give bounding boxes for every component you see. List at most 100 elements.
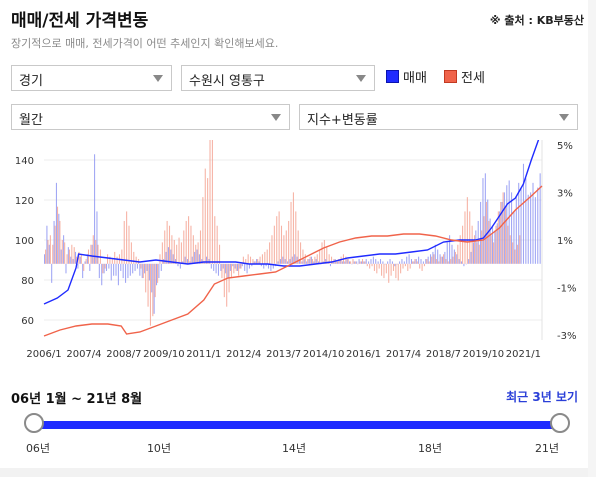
bar-sale-change: [122, 263, 124, 279]
recent-3-years-button[interactable]: 최근 3년 보기: [506, 390, 578, 404]
bar-sale-change: [215, 263, 217, 274]
legend-item-jeonse[interactable]: 전세: [444, 67, 485, 86]
bar-jeonse-change: [402, 263, 404, 269]
bar-jeonse-change: [245, 259, 247, 264]
bar-sale-change: [368, 261, 370, 264]
bar-jeonse-change: [416, 261, 418, 264]
bar-sale-change: [513, 211, 515, 264]
bar-jeonse-change: [297, 230, 299, 264]
bar-sale-change: [489, 218, 491, 264]
bar-sale-change: [60, 249, 62, 264]
bar-jeonse-change: [142, 263, 144, 279]
bar-jeonse-change: [192, 235, 194, 264]
bar-jeonse-change: [95, 240, 97, 264]
bar-jeonse-change: [87, 249, 90, 264]
page-title: 매매/전세 가격변동: [11, 11, 149, 31]
bar-sale-change: [186, 259, 189, 264]
bar-jeonse-change: [216, 225, 218, 264]
period-select[interactable]: 월간: [11, 104, 290, 130]
bar-jeonse-change: [454, 251, 456, 264]
bar-jeonse-change: [512, 242, 514, 264]
bar-sale-change: [458, 259, 460, 264]
x-tick-label: 2019/10: [463, 349, 505, 360]
bar-jeonse-change: [338, 259, 340, 264]
bar-sale-change: [91, 244, 93, 264]
bar-sale-change: [470, 251, 472, 264]
bar-sale-change: [55, 182, 57, 264]
bar-jeonse-change: [388, 263, 390, 283]
x-tick-label: 2006/1: [26, 349, 61, 360]
bar-sale-change: [58, 213, 60, 264]
bar-sale-change: [65, 263, 67, 274]
bar-jeonse-change: [471, 225, 473, 264]
bar-jeonse-change: [385, 263, 387, 274]
bar-jeonse-change: [45, 249, 47, 264]
bar-sale-change: [308, 259, 310, 264]
bar-jeonse-change: [278, 211, 280, 264]
bar-jeonse-change: [266, 249, 268, 264]
bar-sale-change: [153, 263, 155, 314]
bar-sale-change: [105, 263, 108, 271]
bar-sale-change: [389, 259, 391, 264]
bar-jeonse-change: [500, 201, 502, 264]
bar-sale-change: [146, 263, 148, 271]
bar-sale-change: [101, 263, 103, 286]
bar-jeonse-change: [252, 259, 254, 264]
bar-jeonse-change: [226, 263, 228, 307]
mode-select[interactable]: 지수+변동률: [299, 104, 578, 130]
bar-sale-change: [294, 254, 296, 264]
bar-jeonse-change: [180, 242, 182, 264]
range-slider-track[interactable]: [34, 421, 560, 429]
bar-jeonse-change: [359, 261, 361, 264]
bar-jeonse-change: [347, 259, 349, 264]
district-select[interactable]: 수원시 영통구: [181, 65, 375, 91]
bar-jeonse-change: [116, 256, 118, 264]
bar-jeonse-change: [269, 242, 271, 264]
bar-sale-change: [437, 249, 439, 264]
bar-jeonse-change: [440, 256, 442, 264]
bar-sale-change: [194, 251, 196, 264]
bar-sale-change: [530, 192, 532, 264]
bar-jeonse-change: [507, 225, 509, 264]
bar-jeonse-change: [164, 230, 166, 264]
bar-jeonse-change: [178, 237, 180, 264]
y-right-tick-label: 3%: [557, 188, 573, 199]
bar-sale-change: [260, 263, 262, 267]
x-tick-label: 2016/1: [346, 349, 381, 360]
bar-sale-change: [63, 235, 65, 264]
bar-jeonse-change: [462, 225, 464, 264]
bar-sale-change: [449, 235, 451, 264]
bar-sale-change: [115, 263, 117, 276]
x-tick-label: 2017/4: [386, 349, 421, 360]
bar-sale-change: [518, 182, 520, 264]
bar-sale-change: [427, 256, 429, 264]
bar-jeonse-change: [171, 235, 173, 264]
bar-jeonse-change: [254, 261, 256, 264]
region-select-value: 경기: [19, 74, 43, 89]
bar-jeonse-change: [114, 251, 116, 264]
bar-jeonse-change: [149, 263, 151, 326]
bar-jeonse-change: [464, 211, 466, 264]
bar-jeonse-change: [481, 230, 483, 264]
bar-jeonse-change: [235, 263, 237, 271]
legend-item-sale[interactable]: 매매: [386, 67, 427, 86]
bar-sale-change: [191, 256, 193, 264]
region-select[interactable]: 경기: [11, 65, 172, 91]
bar-sale-change: [237, 263, 239, 271]
chevron-down-icon: [559, 114, 569, 121]
y-left-tick-label: 120: [15, 196, 34, 207]
bar-sale-change: [134, 263, 136, 271]
bar-sale-change: [110, 263, 112, 281]
bar-sale-change: [177, 263, 179, 267]
range-slider-end-handle[interactable]: [550, 413, 570, 433]
bar-sale-change: [315, 259, 317, 264]
bar-sale-change: [496, 223, 498, 264]
bar-sale-change: [53, 220, 55, 264]
bar-jeonse-change: [321, 242, 323, 264]
bar-jeonse-change: [47, 240, 49, 264]
bar-jeonse-change: [407, 263, 409, 271]
range-slider-start-handle[interactable]: [24, 413, 44, 433]
bar-jeonse-change: [447, 261, 449, 264]
legend-label-sale: 매매: [403, 71, 427, 86]
bar-jeonse-change: [314, 256, 316, 264]
